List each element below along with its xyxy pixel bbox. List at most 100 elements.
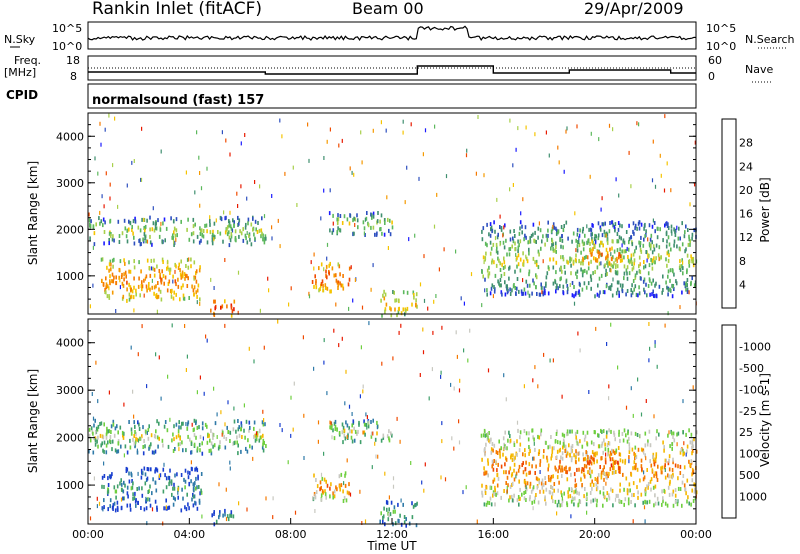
echo-cell	[634, 465, 637, 470]
echo-cell	[122, 489, 125, 494]
echo-cell	[376, 425, 378, 430]
echo-cell	[109, 435, 112, 439]
echo-cell	[157, 218, 159, 223]
echo-cell	[109, 219, 111, 224]
echo-cell	[229, 224, 232, 229]
echo-cell	[450, 382, 452, 387]
echo-cell	[672, 431, 675, 436]
echo-cell	[336, 280, 339, 285]
echo-cell	[386, 507, 388, 512]
echo-cell	[600, 475, 603, 480]
echo-cell	[637, 293, 639, 298]
echo-cell	[513, 443, 516, 447]
echo-cell	[252, 456, 254, 461]
echo-cell	[672, 269, 674, 274]
echo-cell	[402, 119, 404, 124]
echo-cell	[492, 462, 494, 467]
echo-cell	[647, 237, 649, 242]
echo-cell	[565, 450, 568, 455]
echo-cell	[519, 430, 522, 435]
echo-cell	[245, 222, 247, 227]
echo-cell	[528, 293, 531, 298]
echo-cell	[112, 422, 115, 427]
echo-cell	[664, 458, 666, 463]
echo-cell	[351, 423, 353, 428]
echo-cell	[156, 419, 158, 424]
echo-cell	[667, 473, 669, 478]
echo-cell	[667, 433, 669, 438]
echo-cell	[535, 275, 538, 280]
echo-cell	[660, 470, 663, 475]
echo-cell	[106, 426, 108, 431]
echo-cell	[532, 435, 534, 440]
echo-cell	[634, 445, 637, 450]
echo-cell	[257, 221, 259, 225]
echo-cell	[639, 270, 642, 275]
echo-cell	[148, 282, 150, 286]
echo-cell	[618, 466, 620, 470]
echo-cell	[529, 495, 531, 500]
echo-cell	[691, 442, 694, 447]
echo-cell	[103, 204, 105, 209]
echo-cell	[489, 233, 492, 238]
echo-cell	[131, 485, 134, 490]
echo-cell	[540, 282, 542, 287]
echo-cell	[531, 428, 533, 433]
echo-cell	[652, 244, 655, 249]
echo-cell	[504, 292, 507, 297]
echo-cell	[362, 384, 364, 389]
echo-cell	[199, 434, 202, 439]
echo-cell	[670, 229, 673, 234]
echo-cell	[593, 442, 595, 447]
nsearch-label: N.Search	[745, 33, 795, 46]
echo-cell	[522, 251, 524, 256]
echo-cell	[169, 417, 171, 422]
echo-cell	[90, 426, 93, 431]
echo-cell	[380, 227, 382, 231]
echo-cell	[598, 276, 601, 281]
echo-cell	[648, 499, 651, 504]
echo-cell	[167, 374, 169, 379]
echo-cell	[567, 494, 570, 499]
echo-cell	[332, 495, 334, 500]
echo-cell	[483, 502, 486, 507]
echo-cell	[590, 131, 592, 136]
echo-cell	[565, 453, 568, 458]
echo-cell	[158, 436, 160, 441]
echo-cell	[512, 236, 514, 241]
echo-cell	[122, 435, 125, 440]
echo-cell	[106, 265, 108, 270]
echo-cell	[488, 501, 491, 505]
echo-cell	[679, 471, 682, 475]
echo-cell	[124, 270, 127, 275]
echo-cell	[558, 465, 560, 470]
echo-cell	[619, 438, 621, 443]
echo-region	[329, 418, 393, 445]
echo-cell	[200, 238, 202, 243]
echo-cell	[326, 275, 328, 280]
echo-cell	[123, 277, 125, 282]
echo-cell	[532, 278, 534, 283]
echo-cell	[424, 462, 426, 467]
echo-cell	[349, 429, 351, 434]
echo-cell	[544, 288, 546, 293]
echo-cell	[329, 188, 331, 193]
echo-cell	[332, 221, 334, 226]
echo-cell	[670, 224, 673, 229]
echo-cell	[585, 285, 588, 290]
echo-cell	[679, 464, 682, 469]
echo-cell	[555, 226, 557, 231]
echo-cell	[371, 465, 373, 470]
echo-cell	[175, 264, 177, 269]
echo-region	[480, 428, 698, 508]
echo-cell	[517, 126, 519, 131]
echo-cell	[679, 247, 681, 252]
echo-cell	[685, 452, 687, 457]
echo-cell	[198, 498, 201, 503]
echo-cell	[676, 244, 678, 249]
echo-cell	[398, 330, 400, 335]
echo-cell	[573, 301, 576, 306]
echo-cell	[196, 425, 199, 430]
echo-cell	[136, 437, 139, 442]
echo-region	[210, 299, 236, 318]
